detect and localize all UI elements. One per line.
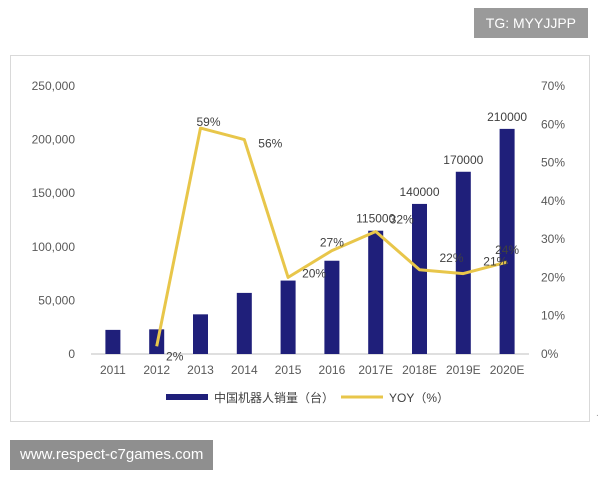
x-tick-label: 2019E (446, 363, 481, 377)
y-right-tick-label: 20% (541, 270, 565, 284)
y-left-tick-label: 250,000 (32, 79, 76, 93)
yoy-value-label: 22% (439, 251, 463, 265)
y-right-tick-label: 40% (541, 194, 565, 208)
sales-bar (236, 292, 252, 354)
y-left-tick-label: 50,000 (38, 293, 75, 307)
chart-frame: 0 50,000 100,000 150,000 200,000 250,000 0% 10%… (10, 55, 590, 422)
y-right-tick-label: 0% (541, 347, 559, 361)
x-tick-label: 2015 (275, 363, 302, 377)
y-right-tick-label: 50% (541, 156, 565, 170)
sales-bar (455, 171, 471, 354)
yoy-line (155, 126, 508, 347)
x-tick-label: 2012 (143, 363, 170, 377)
sales-bar (280, 280, 296, 354)
yoy-value-label: 59% (196, 115, 220, 129)
yoy-value-label: 20% (302, 266, 326, 280)
yoy-value-label: 21% (483, 255, 507, 269)
legend-bar-swatch (166, 394, 208, 400)
sales-bar (412, 203, 427, 354)
x-tick-label: 2017E (358, 363, 393, 377)
y-left-tick-label: 150,000 (32, 186, 76, 200)
sales-bar-value-label: 210000 (487, 110, 527, 124)
yoy-value-label: 27% (320, 236, 344, 250)
y-right-tick-label: 60% (541, 117, 565, 131)
y-left-tick-label: 100,000 (32, 240, 76, 254)
y-right-tick-label: 10% (541, 309, 565, 323)
sales-bar (324, 260, 340, 354)
y-right-tick-label: 70% (541, 79, 565, 93)
sales-bar-value-label: 140000 (399, 185, 439, 199)
site-banner: www.respect-c7games.com (10, 440, 214, 470)
x-tick-label: 2018E (402, 363, 437, 377)
sales-bar (105, 329, 121, 354)
sales-bar-value-label: 170000 (443, 153, 483, 167)
y-left-tick-label: 0 (68, 347, 75, 361)
stray-dot: . (596, 408, 599, 419)
yoy-value-label: 56% (258, 137, 282, 151)
sales-bar (499, 128, 515, 354)
yoy-value-label: 24% (495, 243, 519, 257)
sales-bar (193, 314, 208, 354)
x-tick-label: 2014 (231, 363, 258, 377)
yoy-value-label: 32% (390, 212, 414, 226)
sales-bar (368, 230, 384, 354)
combo-chart: 0 50,000 100,000 150,000 200,000 250,000 0% 10%… (32, 79, 566, 405)
legend-bar-label: 中国机器人销量（台） (214, 390, 334, 405)
y-right-tick-label: 30% (541, 232, 565, 246)
x-tick-label: 2013 (187, 363, 214, 377)
sales-bar-value-label: 115000 (356, 212, 395, 226)
x-tick-label: 2016 (319, 363, 346, 377)
legend-line-label: YOY（%） (389, 391, 449, 405)
y-left-tick-label: 200,000 (32, 133, 76, 147)
x-tick-label: 2011 (100, 363, 126, 377)
tg-badge: TG: MYYJJPP (473, 8, 588, 38)
x-tick-label: 2020E (490, 363, 525, 377)
yoy-value-label: 2% (166, 349, 184, 363)
